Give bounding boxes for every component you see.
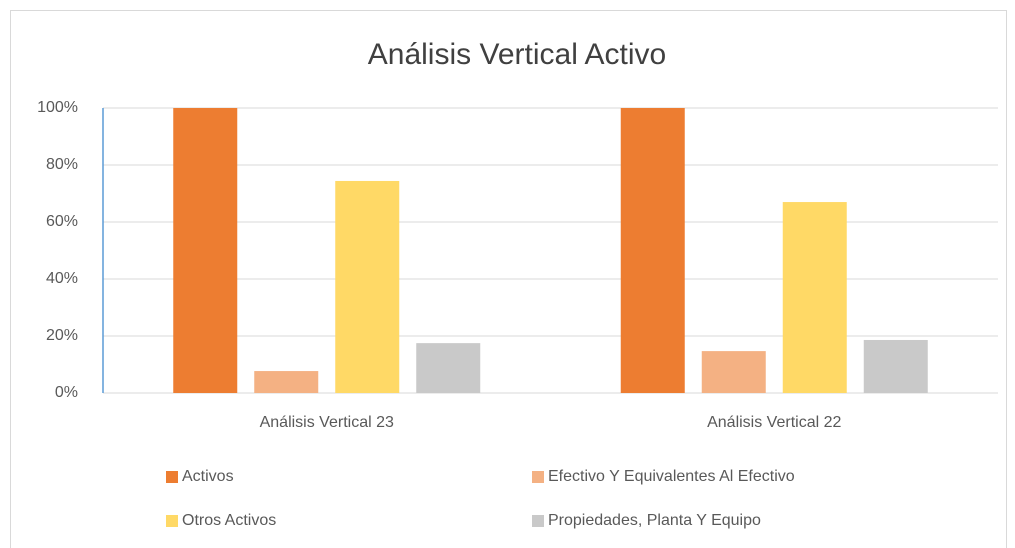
- bar: [782, 202, 847, 393]
- y-tick-label: 80%: [46, 156, 78, 173]
- legend-swatch: [532, 515, 544, 527]
- bar: [701, 351, 766, 393]
- legend-swatch: [166, 471, 178, 483]
- legend-swatch: [532, 471, 544, 483]
- y-tick-label: 60%: [46, 213, 78, 230]
- legend-label: Propiedades, Planta Y Equipo: [548, 512, 761, 529]
- legend-label: Otros Activos: [182, 512, 276, 529]
- bar: [416, 343, 481, 393]
- legend-label: Efectivo Y Equivalentes Al Efectivo: [548, 468, 795, 485]
- chart-title: Análisis Vertical Activo: [368, 38, 666, 71]
- legend-label: Activos: [182, 468, 234, 485]
- y-tick-label: 40%: [46, 270, 78, 287]
- bar: [254, 371, 319, 393]
- x-tick-label: Análisis Vertical 22: [707, 414, 841, 431]
- x-tick-label: Análisis Vertical 23: [260, 414, 394, 431]
- y-tick-label: 0%: [55, 384, 78, 401]
- bar: [620, 108, 685, 393]
- legend-swatch: [166, 515, 178, 527]
- bar: [335, 180, 400, 393]
- bar: [863, 339, 928, 393]
- y-tick-label: 100%: [37, 99, 78, 116]
- bar: [173, 108, 238, 393]
- y-tick-label: 20%: [46, 327, 78, 344]
